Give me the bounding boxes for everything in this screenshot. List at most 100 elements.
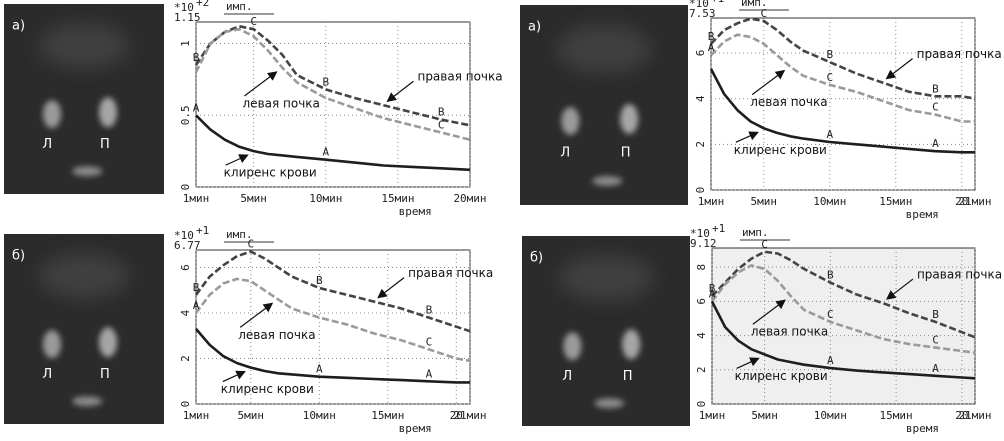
x-tick-label: 20 bbox=[955, 409, 968, 422]
series-label: правая почка bbox=[917, 47, 1002, 61]
x-tick-label: 1мин bbox=[183, 409, 210, 422]
point-label: C bbox=[826, 71, 833, 84]
kidney-left bbox=[43, 100, 61, 129]
x-tick-label: 15мин bbox=[880, 409, 913, 422]
y-unit: имп. bbox=[742, 226, 769, 239]
series-label: клиренс крови bbox=[224, 166, 317, 180]
x-tick-label: 21мин bbox=[453, 409, 486, 422]
point-label: B bbox=[193, 281, 200, 294]
scan-haze bbox=[39, 23, 129, 69]
point-label: C bbox=[250, 15, 257, 28]
point-label: B bbox=[708, 30, 715, 43]
series-arrow bbox=[377, 277, 405, 299]
point-label: C bbox=[932, 101, 939, 114]
series-label: правая почка bbox=[408, 266, 493, 280]
y-tick-label: 1 bbox=[179, 40, 192, 47]
y-unit: имп. bbox=[226, 0, 253, 13]
x-tick-label: 10мин bbox=[303, 409, 336, 422]
y-tick-label: 0 bbox=[179, 401, 192, 408]
point-label: A bbox=[708, 41, 715, 54]
series-line bbox=[195, 114, 471, 172]
series-line bbox=[195, 328, 470, 384]
point-label: A bbox=[322, 146, 329, 159]
image-label: Л bbox=[562, 369, 572, 384]
x-axis-label: время bbox=[399, 422, 432, 435]
y-max-label: 7.53 bbox=[689, 7, 716, 20]
point-label: C bbox=[761, 238, 768, 251]
x-tick-label: 21мин bbox=[958, 195, 991, 208]
series-label: клиренс крови bbox=[735, 369, 828, 383]
point-label: B bbox=[438, 106, 445, 119]
point-label: B bbox=[709, 282, 716, 295]
x-axis-label: время bbox=[906, 422, 939, 435]
series-arrow bbox=[736, 357, 760, 369]
scan-haze bbox=[556, 25, 652, 73]
y-tick-label: 6 bbox=[179, 264, 192, 271]
kidney-right bbox=[99, 327, 117, 358]
y-tick-label: 8 bbox=[695, 264, 708, 271]
point-label: A bbox=[316, 363, 323, 376]
y-multiplier: *10 bbox=[174, 229, 194, 242]
y-max-label: 1.15 bbox=[174, 11, 201, 24]
panel-label: а) bbox=[528, 20, 541, 35]
x-tick-label: 5мин bbox=[751, 409, 778, 422]
series-arrow bbox=[244, 71, 278, 97]
point-label: B bbox=[193, 51, 200, 64]
kidney-left bbox=[561, 107, 580, 135]
y-exponent: +1 bbox=[712, 222, 725, 235]
y-tick-label: 4 bbox=[695, 332, 708, 339]
series-arrow bbox=[752, 299, 786, 325]
kidney-left bbox=[563, 332, 582, 361]
series-arrow bbox=[885, 58, 913, 80]
point-label: B bbox=[932, 82, 939, 95]
kidney-right bbox=[99, 97, 117, 128]
series-line bbox=[710, 17, 976, 100]
series-line bbox=[710, 264, 976, 354]
image-label: П bbox=[100, 137, 110, 152]
y-tick-label: 2 bbox=[179, 355, 192, 362]
bladder bbox=[594, 398, 625, 409]
scan-haze bbox=[558, 254, 654, 301]
plot-area bbox=[710, 17, 976, 191]
kidney-left bbox=[43, 330, 61, 359]
kidney-right bbox=[622, 329, 641, 360]
point-label: C bbox=[247, 238, 254, 251]
point-label: C bbox=[426, 335, 433, 348]
point-label: A bbox=[193, 101, 200, 114]
series-arrow bbox=[225, 154, 249, 166]
x-tick-label: 1мин bbox=[699, 409, 726, 422]
point-label: B bbox=[426, 304, 433, 317]
x-tick-label: 10мин bbox=[813, 195, 846, 208]
series-label: левая почка bbox=[750, 95, 827, 109]
panel-label: б) bbox=[12, 249, 25, 264]
image-label: П bbox=[100, 367, 110, 382]
image-label: П bbox=[621, 146, 631, 161]
point-label: B bbox=[932, 308, 939, 321]
series-line bbox=[709, 68, 975, 154]
x-axis-label: время bbox=[906, 208, 939, 221]
point-label: A bbox=[932, 137, 939, 150]
point-label: A bbox=[827, 354, 834, 367]
x-axis-label: время bbox=[399, 205, 432, 218]
plot-area bbox=[195, 21, 471, 188]
plot-area bbox=[711, 247, 976, 405]
series-arrow bbox=[885, 278, 914, 300]
y-tick-label: 0 bbox=[179, 184, 192, 191]
series-arrow bbox=[386, 80, 414, 102]
point-label: A bbox=[932, 362, 939, 375]
kidney-right bbox=[620, 104, 639, 134]
x-tick-label: 10мин bbox=[814, 409, 847, 422]
image-label: Л bbox=[42, 367, 52, 382]
y-exponent: +1 bbox=[196, 224, 209, 237]
point-label: A bbox=[193, 299, 200, 312]
y-multiplier: *10 bbox=[689, 0, 709, 10]
point-label: A bbox=[709, 287, 716, 300]
series-label: правая почка bbox=[917, 268, 1002, 282]
bladder bbox=[592, 176, 623, 186]
series-line bbox=[194, 27, 471, 141]
x-tick-label: 20мин bbox=[453, 192, 486, 205]
y-tick-label: 2 bbox=[695, 366, 708, 373]
series-label: клиренс крови bbox=[221, 382, 314, 396]
y-tick-label: 6 bbox=[695, 298, 708, 305]
